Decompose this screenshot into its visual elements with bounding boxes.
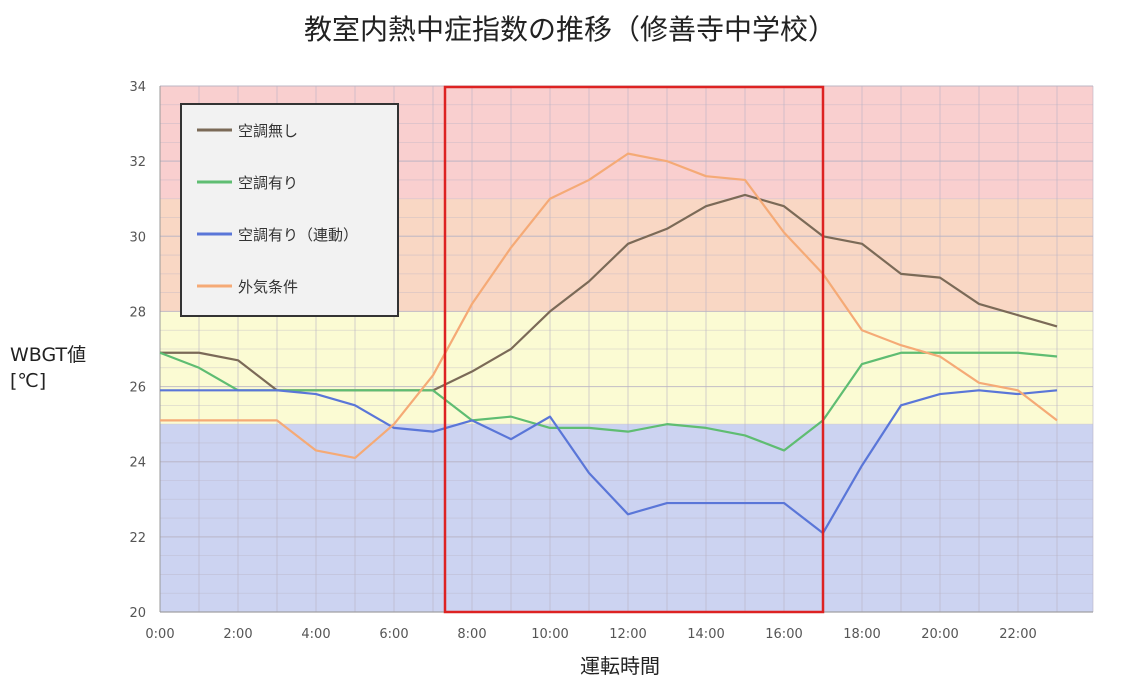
x-tick-label: 22:00 (999, 627, 1036, 642)
legend-label-3: 外気条件 (238, 278, 298, 296)
y-tick-label: 30 (129, 230, 146, 245)
y-tick-label: 24 (129, 456, 146, 471)
x-tick-label: 14:00 (687, 627, 724, 642)
y-axis-label-line1: WBGT値 (10, 344, 87, 366)
legend-label-1: 空調有り (238, 174, 298, 192)
y-tick-label: 32 (129, 155, 146, 170)
highlight-range-box (443, 85, 825, 614)
legend-box (180, 103, 399, 317)
chart-title: 教室内熱中症指数の推移（修善寺中学校） (303, 13, 836, 46)
x-tick-label: 6:00 (379, 627, 408, 642)
series-line-3 (160, 152, 1058, 460)
x-tick-label: 18:00 (843, 627, 880, 642)
y-axis-label: WBGT値 [℃] (10, 342, 110, 394)
x-tick-label: 16:00 (765, 627, 802, 642)
x-tick-label: 0:00 (145, 627, 174, 642)
series-line-1 (159, 351, 1058, 452)
legend-label-2: 空調有り（連動） (238, 226, 358, 244)
y-axis-label-line2: [℃] (10, 370, 47, 392)
x-tick-label: 4:00 (301, 627, 330, 642)
series-line-2 (160, 389, 1058, 535)
y-tick-label: 26 (129, 381, 146, 396)
x-tick-label: 8:00 (457, 627, 486, 642)
x-tick-label: 20:00 (921, 627, 958, 642)
x-tick-label: 10:00 (531, 627, 568, 642)
y-tick-label: 34 (129, 80, 146, 95)
x-tick-label: 12:00 (609, 627, 646, 642)
y-tick-label: 28 (129, 305, 146, 320)
y-tick-label: 20 (129, 606, 146, 621)
x-axis-label: 運転時間 (580, 654, 660, 678)
y-tick-label: 22 (129, 531, 146, 546)
legend-label-0: 空調無し (238, 122, 298, 140)
x-tick-label: 2:00 (223, 627, 252, 642)
